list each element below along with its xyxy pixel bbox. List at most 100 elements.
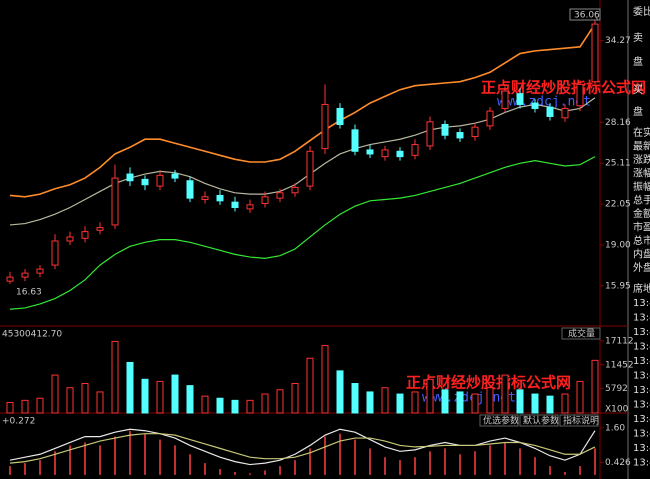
y-tick-label: 15.95 bbox=[605, 281, 631, 291]
candle-body bbox=[546, 106, 554, 117]
volume-header: 45300412.70 bbox=[2, 330, 62, 340]
candle-body bbox=[201, 196, 209, 200]
volume-bar bbox=[381, 387, 389, 414]
min-label: 16.63 bbox=[16, 287, 42, 297]
side-quote-label: 振幅 bbox=[633, 180, 650, 193]
watermark-title: 正点财经炒股指标公式网 bbox=[481, 79, 646, 97]
volume-bar bbox=[6, 401, 14, 414]
side-label: 委比 bbox=[633, 5, 650, 18]
volume-bar bbox=[81, 383, 89, 414]
candle-body bbox=[51, 240, 59, 266]
candle-body bbox=[411, 144, 419, 156]
indicator-button[interactable] bbox=[559, 414, 599, 427]
candle-body bbox=[6, 276, 14, 282]
side-time: 13:4 bbox=[633, 327, 650, 338]
indicator-button-label[interactable]: 默认参数 bbox=[523, 415, 559, 427]
side-quote-label: 涨跌 bbox=[633, 153, 650, 166]
indicator-button-label[interactable]: 指标说明 bbox=[563, 415, 599, 427]
indicator-button-label[interactable]: 优选参数 bbox=[483, 415, 519, 427]
candle-body bbox=[366, 149, 374, 155]
y-tick-label: 34.27 bbox=[605, 36, 631, 46]
candle-body bbox=[171, 173, 179, 179]
candle-body bbox=[576, 83, 584, 107]
candle-body bbox=[456, 132, 464, 139]
indicator-line bbox=[9, 23, 596, 198]
volume-bar bbox=[231, 399, 239, 414]
volume-bar bbox=[246, 399, 254, 414]
volume-bar bbox=[591, 359, 599, 414]
candle-body bbox=[471, 126, 479, 138]
volume-bar bbox=[486, 387, 494, 414]
volume-bar bbox=[546, 395, 554, 414]
indicator-line bbox=[9, 428, 596, 466]
volume-bar bbox=[66, 387, 74, 414]
volume-bar bbox=[111, 340, 119, 414]
candle-body bbox=[561, 107, 569, 119]
side-time: 13:4 bbox=[633, 443, 650, 454]
volume-bar bbox=[411, 391, 419, 414]
side-quote-label: 涨幅 bbox=[633, 167, 650, 180]
candle-body bbox=[336, 107, 344, 126]
volume-bar bbox=[441, 389, 449, 414]
candle-body bbox=[591, 23, 599, 83]
candle-body bbox=[501, 90, 509, 109]
y-tick-label: 17112 bbox=[605, 336, 634, 346]
side-detail: 席地 bbox=[633, 282, 650, 295]
candle-body bbox=[186, 180, 194, 199]
side-time: 13:4 bbox=[633, 342, 650, 353]
indicator-line bbox=[9, 433, 596, 464]
watermark-title: 正点财经炒股指标公式网 bbox=[406, 374, 571, 392]
candle-body bbox=[276, 192, 284, 199]
side-quote-label: 市盈 bbox=[633, 221, 650, 234]
volume-bar bbox=[576, 380, 584, 414]
indicator-line bbox=[9, 156, 596, 310]
volume-bar bbox=[471, 393, 479, 414]
candle-body bbox=[21, 272, 29, 278]
side-time: 13:4 bbox=[633, 385, 650, 396]
volume-bar bbox=[156, 380, 164, 414]
candle-body bbox=[306, 150, 314, 187]
volume-bar bbox=[336, 370, 344, 414]
y-tick-label: 1.60 bbox=[605, 423, 625, 433]
candle-body bbox=[96, 227, 104, 231]
y-tick-label: 22.05 bbox=[605, 200, 631, 210]
volume-bar bbox=[96, 391, 104, 414]
volume-bar bbox=[216, 397, 224, 414]
indicator-button[interactable] bbox=[519, 414, 559, 427]
candle-body bbox=[426, 121, 434, 147]
side-time: 13:4 bbox=[633, 356, 650, 367]
volume-bar bbox=[351, 383, 359, 414]
side-time: 13:4 bbox=[633, 414, 650, 425]
indicator-header: +0.272 bbox=[2, 417, 35, 427]
side-time: 13:4 bbox=[633, 371, 650, 382]
side-label: 买 bbox=[633, 84, 643, 96]
volume-button[interactable] bbox=[561, 327, 601, 340]
volume-bar bbox=[501, 374, 509, 414]
candle-body bbox=[36, 268, 44, 274]
side-time: 13:4 bbox=[633, 458, 650, 469]
indicator-line bbox=[9, 97, 596, 226]
y-tick-label: 28.16 bbox=[605, 118, 631, 128]
y-tick-label: 19.00 bbox=[605, 241, 631, 251]
max-label: 36.06 bbox=[574, 11, 600, 21]
candle-body bbox=[291, 186, 299, 194]
side-label: 卖 bbox=[633, 32, 643, 44]
candle-body bbox=[141, 178, 149, 186]
candle-body bbox=[231, 201, 239, 209]
volume-bar bbox=[201, 395, 209, 414]
side-quote-label: 总市 bbox=[633, 234, 650, 247]
side-label: 盘 bbox=[633, 55, 643, 68]
volume-button-label[interactable]: 成交量 bbox=[568, 328, 595, 340]
y-tick-label: 5792 bbox=[605, 384, 628, 394]
volume-bar bbox=[51, 374, 59, 414]
y-tick-label: 25.11 bbox=[605, 159, 631, 169]
candle-body bbox=[156, 174, 164, 187]
indicator-button[interactable] bbox=[479, 414, 519, 427]
volume-bar bbox=[516, 389, 524, 414]
volume-bar bbox=[261, 393, 269, 414]
side-time: 13:4 bbox=[633, 429, 650, 440]
candle-body bbox=[246, 204, 254, 210]
volume-bar bbox=[396, 393, 404, 414]
candle-body bbox=[321, 103, 329, 150]
side-time: 13:4 bbox=[633, 400, 650, 411]
